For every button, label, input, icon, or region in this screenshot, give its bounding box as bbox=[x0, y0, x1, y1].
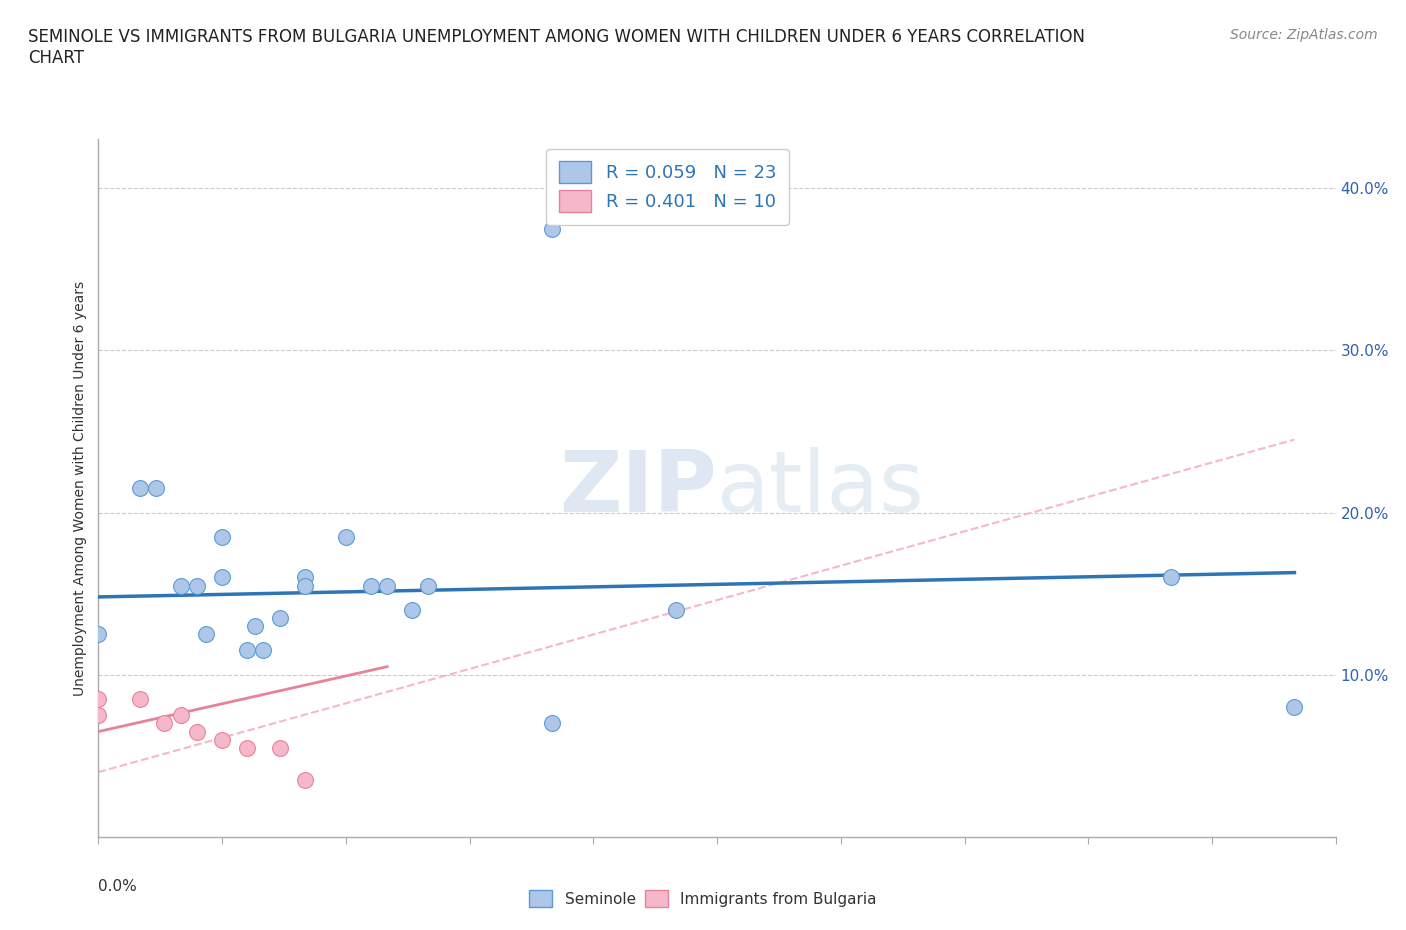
Point bbox=[87, 692, 110, 707]
Point bbox=[153, 716, 176, 731]
Point bbox=[243, 618, 266, 633]
Point bbox=[87, 708, 110, 723]
Point bbox=[145, 481, 167, 496]
Point bbox=[1160, 570, 1182, 585]
Point bbox=[211, 570, 233, 585]
Legend: Seminole, Immigrants from Bulgaria: Seminole, Immigrants from Bulgaria bbox=[523, 884, 883, 913]
Point bbox=[128, 481, 150, 496]
Point bbox=[236, 740, 259, 755]
Text: SEMINOLE VS IMMIGRANTS FROM BULGARIA UNEMPLOYMENT AMONG WOMEN WITH CHILDREN UNDE: SEMINOLE VS IMMIGRANTS FROM BULGARIA UNE… bbox=[28, 28, 1085, 67]
Text: 0.0%: 0.0% bbox=[98, 879, 138, 894]
Point bbox=[128, 692, 150, 707]
Point bbox=[294, 773, 316, 788]
Point bbox=[194, 627, 217, 642]
Point bbox=[186, 724, 208, 739]
Point bbox=[269, 611, 291, 626]
Text: Source: ZipAtlas.com: Source: ZipAtlas.com bbox=[1230, 28, 1378, 42]
Point bbox=[360, 578, 382, 593]
Point bbox=[665, 603, 688, 618]
Point bbox=[541, 221, 564, 236]
Text: atlas: atlas bbox=[717, 446, 925, 530]
Point bbox=[170, 578, 193, 593]
Point bbox=[1284, 699, 1306, 714]
Y-axis label: Unemployment Among Women with Children Under 6 years: Unemployment Among Women with Children U… bbox=[73, 281, 87, 696]
Point bbox=[401, 603, 423, 618]
Point bbox=[335, 529, 357, 544]
Point bbox=[211, 529, 233, 544]
Point bbox=[294, 578, 316, 593]
Legend: R = 0.059   N = 23, R = 0.401   N = 10: R = 0.059 N = 23, R = 0.401 N = 10 bbox=[546, 149, 789, 225]
Point bbox=[418, 578, 440, 593]
Point bbox=[294, 570, 316, 585]
Point bbox=[375, 578, 398, 593]
Point bbox=[541, 716, 564, 731]
Text: ZIP: ZIP bbox=[560, 446, 717, 530]
Point bbox=[87, 627, 110, 642]
Point bbox=[170, 708, 193, 723]
Point bbox=[269, 740, 291, 755]
Point bbox=[211, 732, 233, 747]
Point bbox=[186, 578, 208, 593]
Point bbox=[236, 643, 259, 658]
Point bbox=[252, 643, 274, 658]
